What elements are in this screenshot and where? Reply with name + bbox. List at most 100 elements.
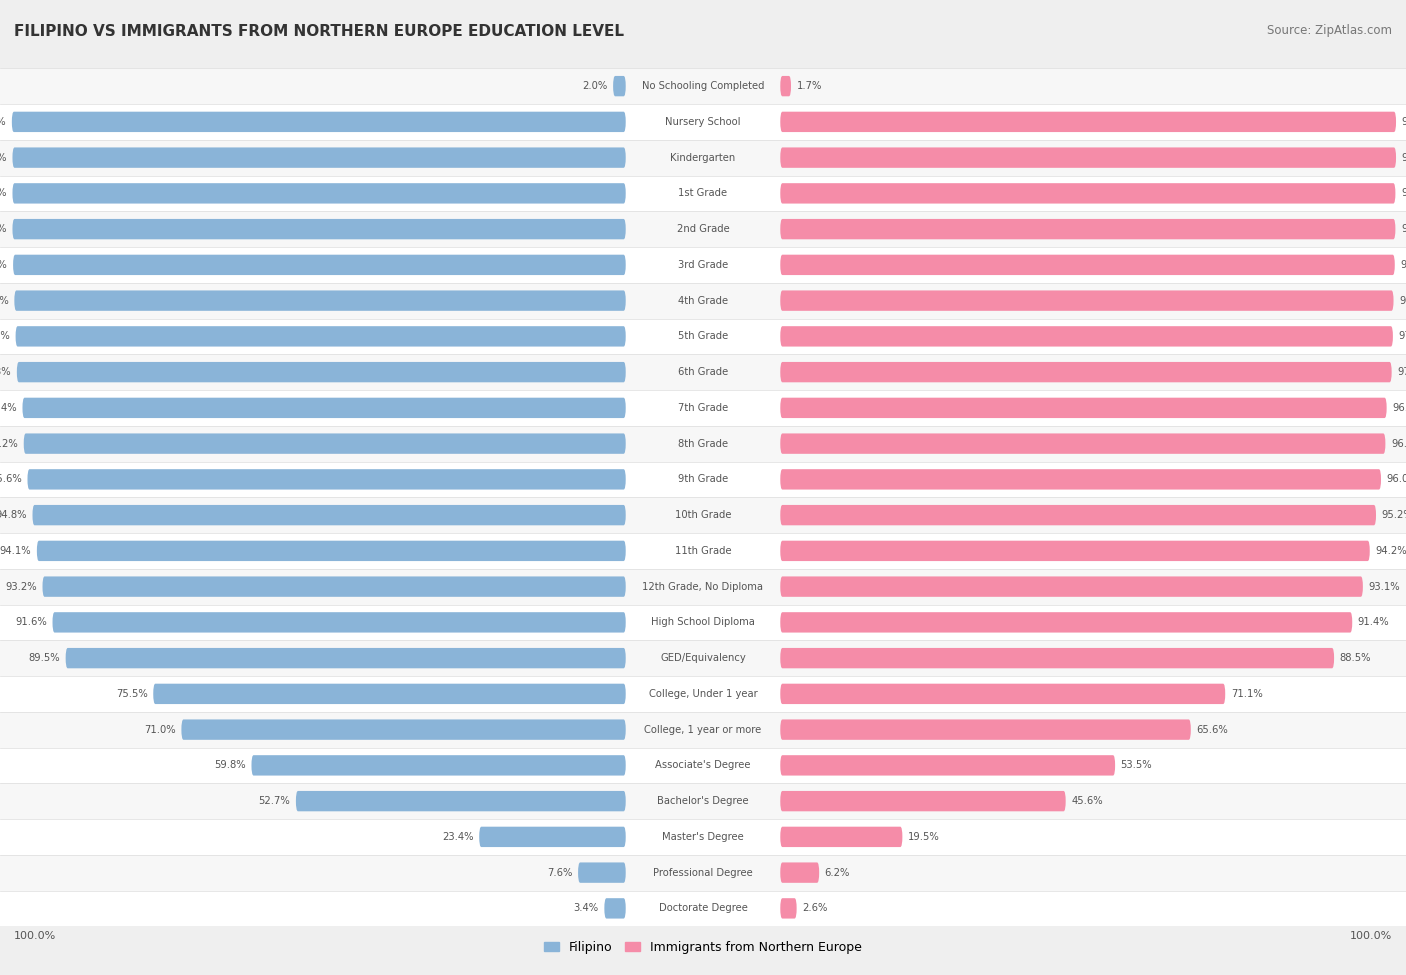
FancyBboxPatch shape	[153, 683, 626, 704]
Text: 10th Grade: 10th Grade	[675, 510, 731, 520]
Legend: Filipino, Immigrants from Northern Europe: Filipino, Immigrants from Northern Europ…	[538, 936, 868, 959]
Text: 95.6%: 95.6%	[0, 475, 22, 485]
Text: 94.8%: 94.8%	[0, 510, 27, 520]
Bar	[0, 354, 1406, 390]
Text: 97.7%: 97.7%	[0, 295, 8, 305]
Bar	[0, 139, 1406, 176]
Text: 94.1%: 94.1%	[0, 546, 31, 556]
Text: 6th Grade: 6th Grade	[678, 368, 728, 377]
Text: Associate's Degree: Associate's Degree	[655, 760, 751, 770]
Text: 71.1%: 71.1%	[1230, 689, 1263, 699]
Bar	[0, 783, 1406, 819]
FancyBboxPatch shape	[578, 863, 626, 882]
Text: 11th Grade: 11th Grade	[675, 546, 731, 556]
Text: High School Diploma: High School Diploma	[651, 617, 755, 627]
Text: 6.2%: 6.2%	[825, 868, 851, 878]
FancyBboxPatch shape	[295, 791, 626, 811]
Text: 2.6%: 2.6%	[803, 904, 828, 914]
Text: FILIPINO VS IMMIGRANTS FROM NORTHERN EUROPE EDUCATION LEVEL: FILIPINO VS IMMIGRANTS FROM NORTHERN EUR…	[14, 24, 624, 39]
FancyBboxPatch shape	[252, 756, 626, 775]
Text: 93.2%: 93.2%	[6, 582, 37, 592]
FancyBboxPatch shape	[13, 219, 626, 239]
FancyBboxPatch shape	[479, 827, 626, 847]
FancyBboxPatch shape	[780, 863, 820, 882]
FancyBboxPatch shape	[780, 576, 1362, 597]
Text: 45.6%: 45.6%	[1071, 797, 1102, 806]
Text: 98.4%: 98.4%	[1402, 153, 1406, 163]
Text: 88.5%: 88.5%	[1340, 653, 1371, 663]
Text: 5th Grade: 5th Grade	[678, 332, 728, 341]
FancyBboxPatch shape	[11, 112, 626, 132]
FancyBboxPatch shape	[17, 362, 626, 382]
Text: 3rd Grade: 3rd Grade	[678, 260, 728, 270]
FancyBboxPatch shape	[780, 398, 1386, 418]
Text: 2nd Grade: 2nd Grade	[676, 224, 730, 234]
FancyBboxPatch shape	[780, 362, 1392, 382]
FancyBboxPatch shape	[780, 720, 1191, 740]
FancyBboxPatch shape	[66, 648, 626, 668]
Text: 100.0%: 100.0%	[1350, 931, 1392, 941]
Bar	[0, 568, 1406, 604]
Text: 96.9%: 96.9%	[1392, 403, 1406, 412]
Text: 53.5%: 53.5%	[1121, 760, 1153, 770]
FancyBboxPatch shape	[22, 398, 626, 418]
FancyBboxPatch shape	[605, 898, 626, 918]
Bar	[0, 748, 1406, 783]
Bar	[0, 855, 1406, 890]
Bar	[0, 461, 1406, 497]
Text: 3.4%: 3.4%	[574, 904, 599, 914]
Text: Kindergarten: Kindergarten	[671, 153, 735, 163]
FancyBboxPatch shape	[37, 541, 626, 561]
FancyBboxPatch shape	[780, 791, 1066, 811]
Text: 94.2%: 94.2%	[1375, 546, 1406, 556]
Text: 96.4%: 96.4%	[0, 403, 17, 412]
Text: 91.4%: 91.4%	[1358, 617, 1389, 627]
Text: 95.2%: 95.2%	[1382, 510, 1406, 520]
Bar	[0, 641, 1406, 676]
Text: 89.5%: 89.5%	[28, 653, 60, 663]
Text: 9th Grade: 9th Grade	[678, 475, 728, 485]
FancyBboxPatch shape	[13, 183, 626, 204]
Text: 98.3%: 98.3%	[1400, 224, 1406, 234]
Text: 98.0%: 98.0%	[0, 188, 7, 198]
Text: 96.7%: 96.7%	[1391, 439, 1406, 448]
Text: GED/Equivalency: GED/Equivalency	[661, 653, 745, 663]
Text: 65.6%: 65.6%	[1197, 724, 1229, 734]
FancyBboxPatch shape	[32, 505, 626, 526]
FancyBboxPatch shape	[780, 434, 1385, 453]
Bar	[0, 176, 1406, 212]
Text: Doctorate Degree: Doctorate Degree	[658, 904, 748, 914]
Bar	[0, 426, 1406, 461]
Text: 7.6%: 7.6%	[547, 868, 572, 878]
FancyBboxPatch shape	[780, 505, 1376, 526]
Text: 98.0%: 98.0%	[0, 224, 7, 234]
Text: 1st Grade: 1st Grade	[679, 188, 727, 198]
Text: 8th Grade: 8th Grade	[678, 439, 728, 448]
Bar	[0, 390, 1406, 426]
FancyBboxPatch shape	[52, 612, 626, 633]
FancyBboxPatch shape	[613, 76, 626, 97]
Bar	[0, 604, 1406, 641]
Text: Nursery School: Nursery School	[665, 117, 741, 127]
FancyBboxPatch shape	[780, 541, 1369, 561]
FancyBboxPatch shape	[14, 291, 626, 311]
FancyBboxPatch shape	[780, 76, 792, 97]
Text: 7th Grade: 7th Grade	[678, 403, 728, 412]
FancyBboxPatch shape	[24, 434, 626, 453]
FancyBboxPatch shape	[780, 147, 1396, 168]
Text: 98.0%: 98.0%	[0, 153, 7, 163]
Text: 98.4%: 98.4%	[1402, 117, 1406, 127]
Text: 98.3%: 98.3%	[1400, 188, 1406, 198]
Bar	[0, 890, 1406, 926]
Text: Source: ZipAtlas.com: Source: ZipAtlas.com	[1267, 24, 1392, 37]
Bar	[0, 819, 1406, 855]
Text: 59.8%: 59.8%	[214, 760, 246, 770]
Text: 71.0%: 71.0%	[145, 724, 176, 734]
Bar	[0, 68, 1406, 104]
FancyBboxPatch shape	[780, 112, 1396, 132]
Text: 100.0%: 100.0%	[14, 931, 56, 941]
Text: Bachelor's Degree: Bachelor's Degree	[657, 797, 749, 806]
FancyBboxPatch shape	[780, 683, 1225, 704]
Text: 23.4%: 23.4%	[441, 832, 474, 841]
Bar	[0, 319, 1406, 354]
